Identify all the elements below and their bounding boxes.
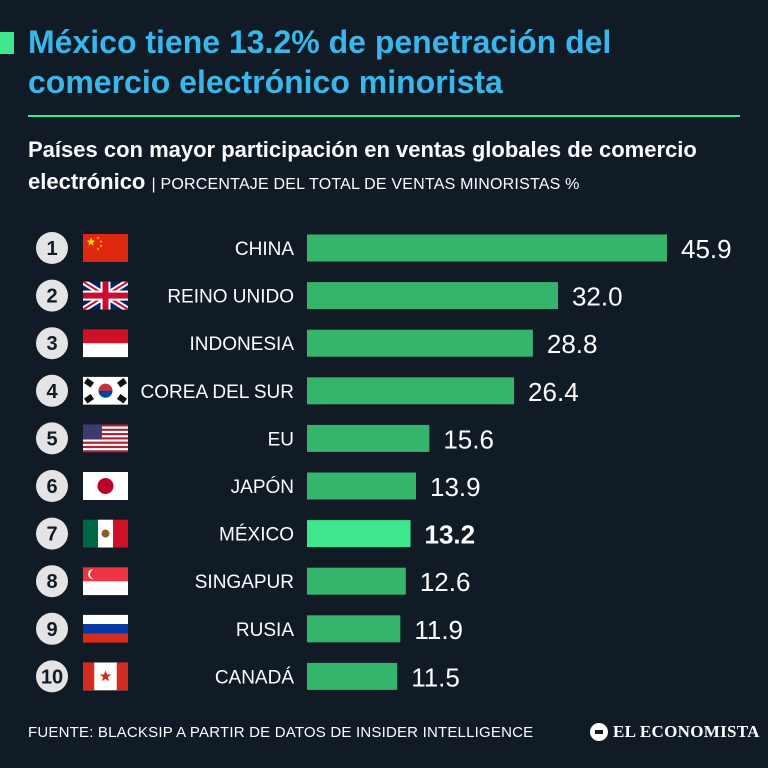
bar	[307, 234, 667, 262]
category-label: EU	[268, 429, 294, 450]
bar	[307, 520, 411, 548]
rank-badge	[36, 279, 68, 312]
rank-badge	[36, 422, 68, 455]
bar-row: 8 SINGAPUR 12.6	[36, 565, 471, 598]
south-korea-flag-icon	[83, 376, 128, 405]
rank-number: 6	[46, 476, 57, 498]
russia-flag-icon	[83, 614, 128, 643]
rank-number: 1	[46, 238, 57, 260]
page-title: México tiene 13.2% de penetración del co…	[28, 24, 612, 100]
title-accent-mark	[0, 32, 14, 54]
rank-number: 9	[46, 619, 57, 641]
value-label: 26.4	[528, 377, 579, 407]
rank-number: 7	[46, 524, 57, 546]
brand-logo-icon	[590, 723, 608, 741]
bar	[307, 472, 417, 500]
value-label: 32.0	[572, 282, 623, 312]
singapore-flag-icon	[83, 567, 128, 596]
bar-row: 7 MÉXICO 13.2	[36, 517, 476, 550]
brand-name: EL ECONOMISTA	[613, 722, 760, 741]
source-note: FUENTE: BLACKSIP A PARTIR DE DATOS DE IN…	[28, 724, 534, 741]
brand-logo: EL ECONOMISTA	[590, 722, 760, 742]
rank-number: 5	[46, 428, 57, 450]
bar-row: 6 JAPÓN 13.9	[36, 470, 481, 502]
bar	[307, 424, 430, 452]
rank-badge	[36, 374, 68, 407]
category-label: COREA DEL SUR	[141, 382, 294, 403]
category-label: CHINA	[235, 239, 294, 260]
value-label: 11.5	[411, 662, 460, 692]
rank-number: 4	[46, 381, 58, 403]
rank-badge	[36, 327, 68, 360]
bar	[307, 377, 515, 405]
chart-subtitle: Países con mayor participación en ventas…	[28, 134, 748, 201]
bar-row: 3 INDONESIA 28.8	[36, 327, 598, 360]
china-flag-icon	[83, 234, 128, 262]
rank-badge	[36, 612, 68, 645]
rank-number: 8	[46, 571, 57, 593]
value-label: 45.9	[681, 234, 732, 264]
uk-flag-icon	[83, 281, 128, 310]
bar-row: 4 COREA DEL SUR 26.4	[36, 374, 579, 407]
bar-row: 10 CANADÁ 11.5	[36, 660, 460, 693]
bar	[307, 615, 401, 643]
category-label: JAPÓN	[231, 476, 294, 498]
rank-badge	[36, 517, 68, 550]
category-label: REINO UNIDO	[167, 287, 294, 308]
bar-row: 5 EU 15.6	[36, 422, 494, 455]
bar-row: 1 CHINA 45.9	[36, 232, 732, 264]
bar	[307, 662, 398, 690]
rank-badge	[36, 470, 68, 502]
value-label: 15.6	[443, 424, 494, 454]
category-label: CANADÁ	[215, 667, 295, 688]
mexico-flag-icon	[83, 519, 128, 548]
value-label: 28.8	[547, 329, 598, 359]
usa-flag-icon	[83, 424, 128, 453]
japan-flag-icon	[83, 472, 128, 500]
rank-badge	[36, 232, 68, 264]
bar-row: 9 RUSIA 11.9	[36, 612, 463, 645]
category-label: INDONESIA	[189, 334, 294, 355]
category-label: RUSIA	[236, 620, 294, 641]
rank-number: 2	[46, 286, 57, 308]
value-label: 13.2	[425, 520, 476, 550]
category-label: MÉXICO	[219, 525, 294, 546]
indonesia-flag-icon	[83, 329, 128, 358]
bar	[307, 329, 533, 357]
unit-label: | PORCENTAJE DEL TOTAL DE VENTAS MINORIS…	[151, 176, 580, 193]
value-label: 12.6	[420, 567, 471, 597]
subtitle-text: Países con mayor participación en ventas…	[28, 137, 697, 194]
bar-row: 2 REINO UNIDO 32.0	[36, 279, 623, 312]
canada-flag-icon	[83, 662, 128, 691]
rank-number: 10	[41, 666, 63, 688]
bar	[307, 282, 558, 310]
title-divider	[28, 115, 740, 117]
bar	[307, 567, 406, 595]
rank-badge	[36, 660, 68, 693]
rank-badge	[36, 565, 68, 598]
category-label: SINGAPUR	[195, 572, 294, 593]
value-label: 13.9	[430, 472, 481, 502]
value-label: 11.9	[414, 615, 463, 645]
rank-number: 3	[46, 333, 57, 355]
